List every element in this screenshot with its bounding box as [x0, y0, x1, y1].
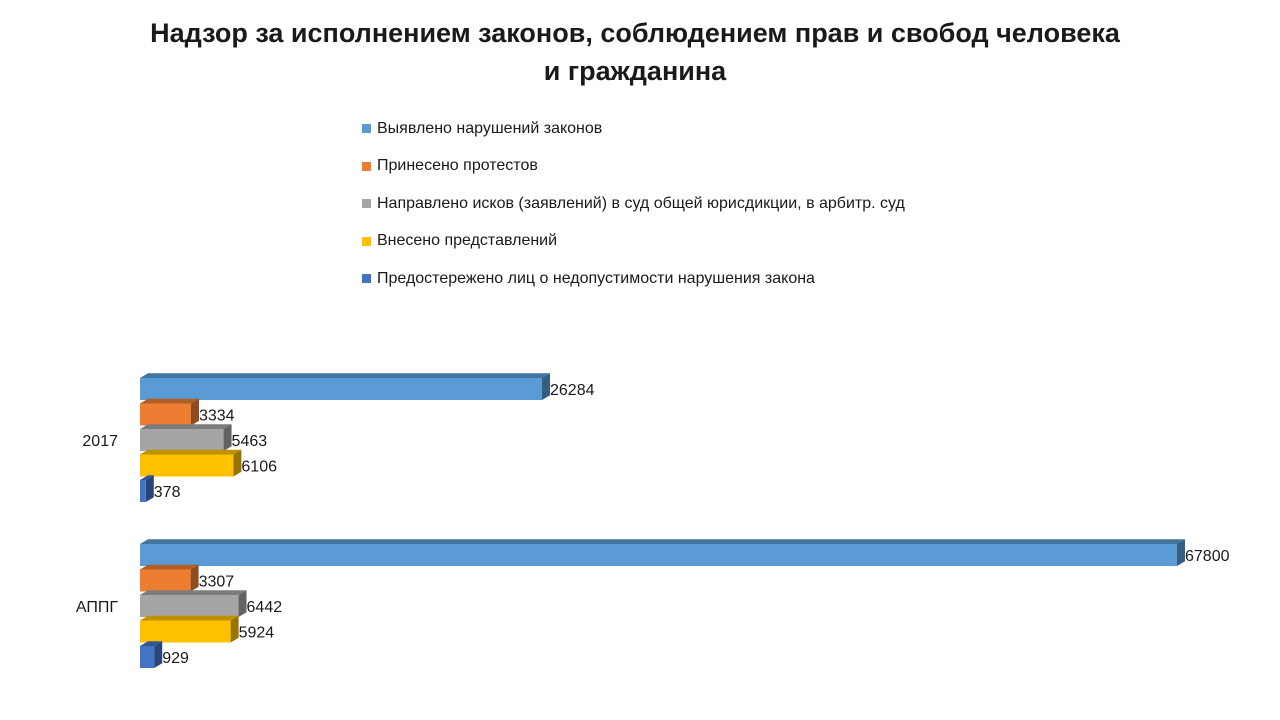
bar-top-lawsuits-1 — [140, 590, 247, 595]
bar-side-violations-1 — [1177, 539, 1185, 566]
bar-top-representations-1 — [140, 615, 239, 621]
bar-side-warnings-0 — [145, 475, 154, 502]
chart-title: Надзор за исполнением законов, соблюдени… — [0, 14, 1270, 90]
bar-protests-1 — [140, 569, 191, 592]
bar-representations-0 — [140, 454, 234, 477]
bar-side-protests-0 — [190, 398, 199, 426]
chart-legend: Выявлено нарушений законов Принесено про… — [362, 110, 905, 298]
legend-swatch-violations — [362, 124, 371, 134]
chart-title-line-2: и гражданина — [543, 56, 727, 86]
legend-item-lawsuits: Направлено исков (заявлений) в суд общей… — [362, 185, 905, 223]
bar-top-protests-0 — [140, 398, 199, 404]
legend-item-representations: Внесено представлений — [362, 223, 905, 261]
bar-violations-1 — [140, 544, 1177, 566]
bar-top-warnings-1 — [140, 641, 163, 646]
bar-side-warnings-1 — [154, 641, 163, 668]
legend-item-warnings: Предостережено лиц о недопустимости нару… — [362, 260, 905, 298]
bar-representations-1 — [140, 620, 231, 643]
bar-side-representations-0 — [233, 449, 242, 477]
bar-lawsuits-0 — [140, 429, 224, 451]
bar-lawsuits-1 — [140, 595, 239, 617]
category-label-0: 2017 — [82, 433, 118, 450]
bar-side-representations-1 — [230, 615, 239, 643]
legend-item-violations: Выявлено нарушений законов — [362, 110, 905, 148]
bar-top-lawsuits-0 — [140, 424, 232, 429]
legend-label-warnings: Предостережено лиц о недопустимости нару… — [377, 269, 815, 287]
legend-label-violations: Выявлено нарушений законов — [377, 119, 603, 137]
bar-top-violations-1 — [140, 539, 1185, 544]
legend-item-protests: Принесено протестов — [362, 148, 905, 186]
legend-label-protests: Принесено протестов — [377, 157, 538, 175]
legend-label-representations: Внесено представлений — [377, 232, 558, 250]
value-label-protests-0: 3334 — [199, 408, 235, 425]
legend-swatch-lawsuits — [362, 199, 371, 209]
legend-swatch-protests — [362, 161, 371, 171]
value-label-representations-0: 6106 — [241, 459, 277, 476]
bar-top-warnings-0 — [140, 475, 154, 480]
legend-swatch-representations — [362, 236, 371, 246]
bar-warnings-0 — [140, 480, 146, 502]
value-label-violations-0: 26284 — [550, 382, 595, 399]
legend-swatch-warnings — [362, 274, 371, 284]
bar-side-protests-1 — [190, 564, 199, 592]
bar-side-lawsuits-1 — [238, 590, 247, 617]
chart-title-line-1: Надзор за исполнением законов, соблюдени… — [150, 18, 1120, 48]
bar-protests-0 — [140, 403, 191, 426]
bar-side-lawsuits-0 — [223, 424, 232, 451]
legend-label-lawsuits: Направлено исков (заявлений) в суд общей… — [377, 194, 905, 212]
bar-warnings-1 — [140, 646, 155, 668]
value-label-representations-1: 5924 — [239, 625, 275, 642]
value-label-lawsuits-1: 6442 — [247, 599, 283, 616]
bar-side-violations-0 — [542, 373, 551, 400]
value-label-warnings-0: 378 — [154, 484, 181, 501]
value-label-warnings-1: 929 — [162, 650, 189, 667]
value-label-violations-1: 67800 — [1185, 548, 1230, 565]
bar-top-violations-0 — [140, 373, 551, 378]
value-label-protests-1: 3307 — [199, 574, 235, 591]
value-label-lawsuits-0: 5463 — [232, 433, 268, 450]
category-label-1: АППГ — [76, 599, 118, 616]
bar-violations-0 — [140, 378, 543, 400]
bar-top-protests-1 — [140, 564, 199, 570]
bar-top-representations-0 — [140, 449, 242, 455]
